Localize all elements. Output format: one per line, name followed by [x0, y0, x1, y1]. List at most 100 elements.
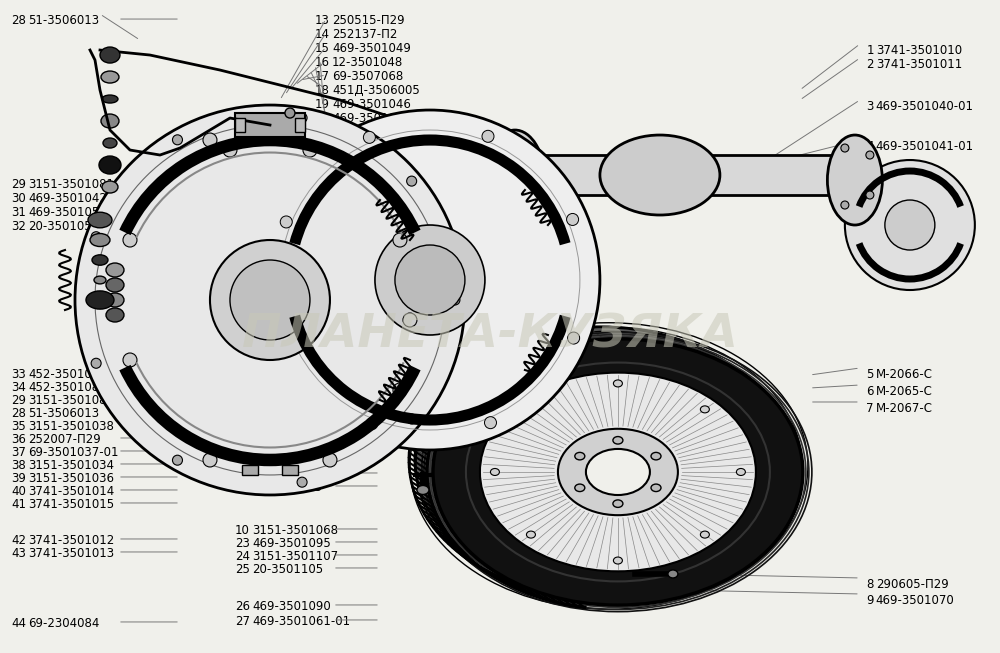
Ellipse shape: [94, 276, 106, 284]
Text: 469-3501040-01: 469-3501040-01: [876, 100, 974, 113]
Text: 469-3501095: 469-3501095: [252, 537, 331, 550]
Circle shape: [297, 477, 307, 487]
Ellipse shape: [101, 114, 119, 128]
Circle shape: [841, 144, 849, 152]
Text: 3741-3501010: 3741-3501010: [876, 44, 962, 57]
Ellipse shape: [700, 531, 709, 538]
Ellipse shape: [100, 47, 120, 63]
Circle shape: [363, 131, 375, 144]
Text: 3151-3501068: 3151-3501068: [252, 524, 338, 537]
Ellipse shape: [106, 308, 124, 322]
Ellipse shape: [103, 138, 117, 148]
Text: 3741-3501012: 3741-3501012: [28, 534, 114, 547]
Circle shape: [281, 334, 293, 347]
Circle shape: [223, 143, 237, 157]
Text: 41: 41: [11, 498, 26, 511]
Ellipse shape: [417, 485, 429, 494]
Text: 3: 3: [866, 100, 874, 113]
Text: 43: 43: [11, 547, 26, 560]
Ellipse shape: [88, 212, 112, 228]
Ellipse shape: [700, 406, 709, 413]
Text: 3151-3501081: 3151-3501081: [28, 394, 114, 407]
Text: 469-3501070: 469-3501070: [876, 594, 955, 607]
Text: 8: 8: [866, 578, 874, 591]
Ellipse shape: [526, 406, 535, 413]
Text: 26: 26: [235, 600, 250, 613]
Text: 3151-3501030: 3151-3501030: [504, 314, 590, 327]
Text: 13: 13: [315, 14, 330, 27]
Circle shape: [172, 135, 182, 145]
Text: 15: 15: [315, 42, 330, 55]
Text: 3741-3501011: 3741-3501011: [876, 58, 962, 71]
Bar: [235, 113, 305, 137]
Circle shape: [230, 260, 310, 340]
Text: 51-3506013: 51-3506013: [28, 14, 99, 27]
Text: 28: 28: [11, 14, 26, 27]
Circle shape: [210, 240, 330, 360]
Text: 22: 22: [235, 481, 250, 494]
Circle shape: [484, 417, 496, 428]
Text: 35: 35: [11, 420, 26, 433]
Ellipse shape: [613, 437, 623, 444]
Circle shape: [303, 143, 317, 157]
Text: М-2066-С: М-2066-С: [876, 368, 933, 381]
Ellipse shape: [433, 339, 803, 605]
Text: 1: 1: [866, 44, 874, 57]
Text: 3741-3501014: 3741-3501014: [28, 485, 114, 498]
Text: 42: 42: [11, 534, 26, 547]
Circle shape: [395, 245, 465, 315]
Text: 469-3501041-01: 469-3501041-01: [876, 140, 974, 153]
Circle shape: [75, 105, 465, 495]
Text: 7: 7: [866, 402, 874, 415]
Text: 20-3501058: 20-3501058: [28, 220, 99, 233]
Ellipse shape: [575, 453, 585, 460]
Ellipse shape: [651, 484, 661, 492]
Text: 3151-3501028: 3151-3501028: [504, 301, 590, 314]
Text: 44: 44: [11, 617, 26, 630]
Ellipse shape: [575, 484, 585, 492]
Text: 29: 29: [11, 394, 26, 407]
Ellipse shape: [613, 557, 622, 564]
Text: М-2065-С: М-2065-С: [876, 385, 933, 398]
Text: 34: 34: [11, 381, 26, 394]
Ellipse shape: [90, 234, 110, 247]
Circle shape: [482, 131, 494, 142]
Text: 51-3506013: 51-3506013: [28, 407, 99, 420]
Text: 28: 28: [11, 407, 26, 420]
Ellipse shape: [600, 135, 720, 215]
Ellipse shape: [827, 135, 882, 225]
Text: 452-3501082: 452-3501082: [28, 381, 107, 394]
Circle shape: [866, 151, 874, 159]
Text: 20: 20: [315, 112, 330, 125]
Text: 38: 38: [11, 459, 26, 472]
Circle shape: [407, 176, 417, 186]
Circle shape: [366, 418, 378, 430]
Ellipse shape: [586, 449, 650, 495]
Text: 3741-3501013: 3741-3501013: [28, 547, 114, 560]
Text: 14: 14: [315, 28, 330, 41]
Circle shape: [203, 453, 217, 467]
Circle shape: [393, 233, 407, 247]
Circle shape: [203, 133, 217, 147]
Text: 32: 32: [11, 220, 26, 233]
Circle shape: [91, 358, 101, 368]
Text: 469-3501049: 469-3501049: [332, 42, 411, 55]
Circle shape: [375, 225, 485, 335]
Text: 12-3501053: 12-3501053: [332, 126, 403, 139]
Bar: [282, 465, 298, 475]
Circle shape: [323, 453, 337, 467]
Circle shape: [407, 414, 417, 424]
Text: 9: 9: [866, 594, 874, 607]
Text: 30: 30: [11, 192, 26, 205]
Text: М-2067-С: М-2067-С: [876, 402, 933, 415]
Ellipse shape: [613, 380, 622, 387]
Text: 24: 24: [235, 550, 250, 563]
Text: 69-3507068: 69-3507068: [332, 70, 403, 83]
Text: 469-3501051-01: 469-3501051-01: [28, 206, 126, 219]
Text: 469-3501061-01: 469-3501061-01: [252, 615, 350, 628]
Text: 10: 10: [487, 288, 502, 301]
Circle shape: [845, 160, 975, 290]
Circle shape: [450, 295, 460, 305]
Text: 469-3501047: 469-3501047: [332, 112, 411, 125]
Text: 69-2304084: 69-2304084: [28, 617, 99, 630]
